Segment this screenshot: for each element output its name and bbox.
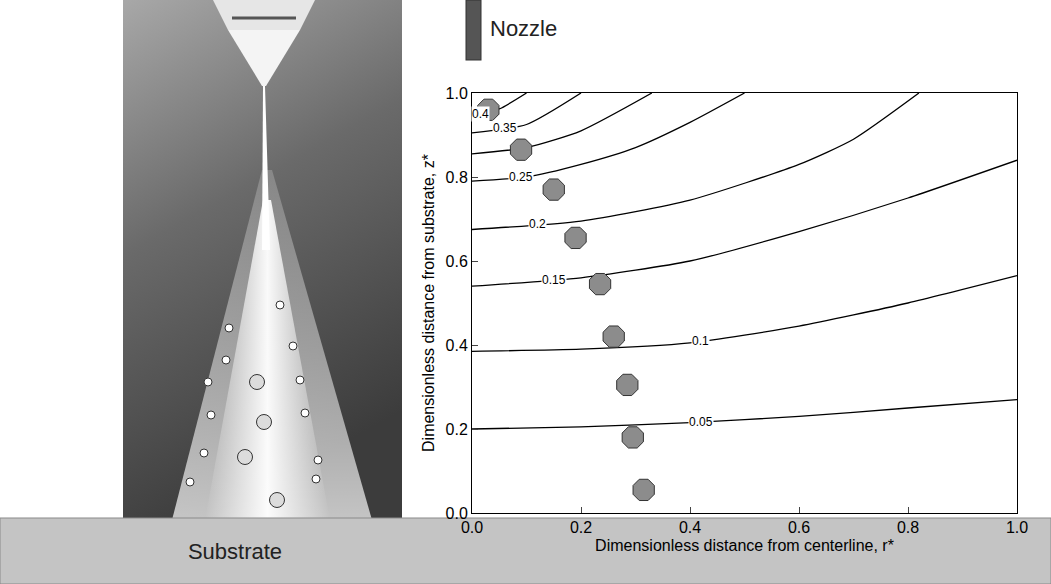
svg-text:1.0: 1.0 xyxy=(446,85,468,102)
svg-text:0.05: 0.05 xyxy=(689,415,713,429)
svg-text:0.6: 0.6 xyxy=(788,519,810,536)
svg-text:Nozzle: Nozzle xyxy=(490,16,557,41)
svg-text:0.2: 0.2 xyxy=(570,519,592,536)
svg-text:0.8: 0.8 xyxy=(897,519,919,536)
svg-text:0.0: 0.0 xyxy=(461,519,483,536)
svg-text:Dimensionless distance from su: Dimensionless distance from substrate, z… xyxy=(420,154,437,452)
svg-text:0.8: 0.8 xyxy=(446,169,468,186)
svg-text:Dimensionless distance from ce: Dimensionless distance from centerline, … xyxy=(595,537,894,554)
svg-text:0.4: 0.4 xyxy=(679,519,701,536)
svg-text:0.2: 0.2 xyxy=(446,421,468,438)
svg-text:0.0: 0.0 xyxy=(446,505,468,522)
svg-text:0.4: 0.4 xyxy=(446,337,468,354)
svg-text:Substrate: Substrate xyxy=(188,539,282,564)
svg-text:0.35: 0.35 xyxy=(493,121,517,135)
svg-text:0.15: 0.15 xyxy=(542,273,566,287)
svg-text:0.2: 0.2 xyxy=(529,217,546,231)
svg-text:0.6: 0.6 xyxy=(446,253,468,270)
svg-text:0.4: 0.4 xyxy=(472,107,489,121)
svg-text:0.1: 0.1 xyxy=(692,334,709,348)
svg-text:0.25: 0.25 xyxy=(509,170,533,184)
svg-text:1.0: 1.0 xyxy=(1006,519,1028,536)
